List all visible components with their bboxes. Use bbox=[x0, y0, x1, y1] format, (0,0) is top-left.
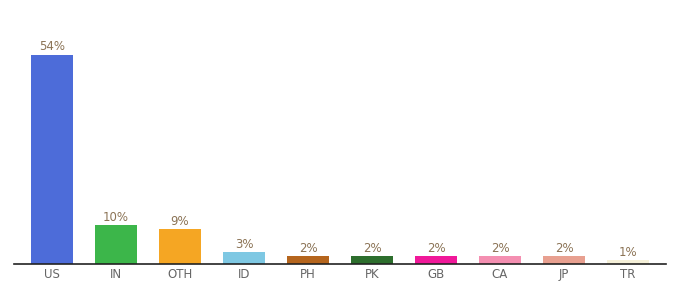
Bar bbox=[31, 55, 73, 264]
Text: 9%: 9% bbox=[171, 214, 189, 228]
Bar bbox=[159, 229, 201, 264]
Bar bbox=[223, 252, 265, 264]
Text: 3%: 3% bbox=[235, 238, 253, 251]
Text: 10%: 10% bbox=[103, 211, 129, 224]
Text: 54%: 54% bbox=[39, 40, 65, 53]
Bar bbox=[543, 256, 585, 264]
Bar bbox=[351, 256, 393, 264]
Bar bbox=[287, 256, 329, 264]
Bar bbox=[95, 225, 137, 264]
Text: 2%: 2% bbox=[299, 242, 318, 255]
Bar bbox=[607, 260, 649, 264]
Text: 1%: 1% bbox=[619, 246, 637, 259]
Text: 2%: 2% bbox=[555, 242, 573, 255]
Bar bbox=[415, 256, 457, 264]
Bar bbox=[479, 256, 521, 264]
Text: 2%: 2% bbox=[362, 242, 381, 255]
Text: 2%: 2% bbox=[426, 242, 445, 255]
Text: 2%: 2% bbox=[491, 242, 509, 255]
